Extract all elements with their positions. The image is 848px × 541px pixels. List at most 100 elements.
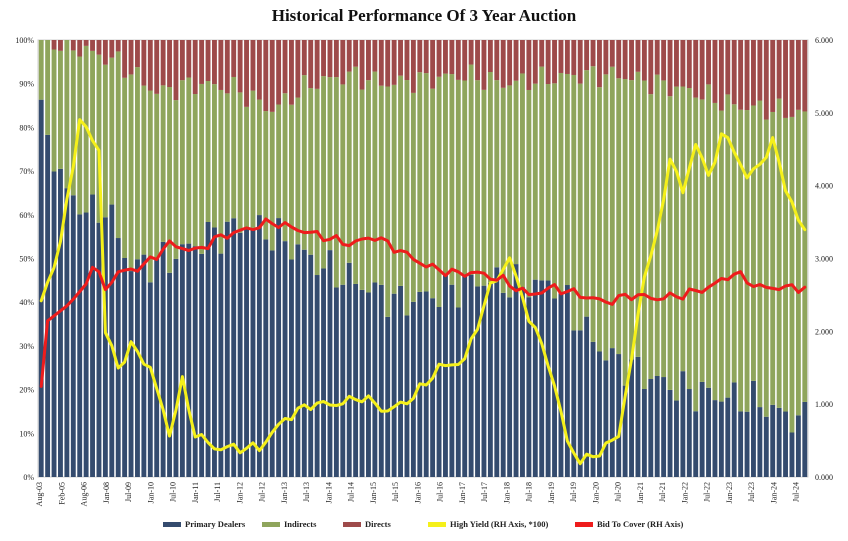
bar-directs bbox=[391, 40, 397, 85]
bar-directs bbox=[597, 40, 602, 88]
bar-primary-dealers bbox=[237, 232, 243, 477]
bar-indirects bbox=[770, 111, 776, 405]
bid-to-cover-line bbox=[39, 217, 807, 388]
bar-directs bbox=[366, 40, 371, 81]
bar-indirects bbox=[359, 89, 365, 290]
bar-indirects bbox=[641, 80, 647, 389]
bar-directs bbox=[468, 40, 474, 65]
bar-primary-dealers bbox=[680, 371, 686, 477]
bar-directs bbox=[757, 40, 763, 101]
plot-area-frame bbox=[37, 39, 809, 478]
bar-primary-dealers bbox=[391, 293, 397, 477]
bar-directs bbox=[577, 40, 583, 84]
bar-primary-dealers bbox=[244, 227, 249, 477]
bar-indirects bbox=[96, 54, 102, 223]
bar-primary-dealers bbox=[51, 171, 57, 478]
bar-indirects bbox=[77, 56, 83, 215]
bar-directs bbox=[751, 40, 756, 106]
bar-primary-dealers bbox=[616, 354, 622, 477]
bar-directs bbox=[487, 40, 493, 73]
bar-directs bbox=[378, 40, 384, 86]
bar-primary-dealers bbox=[353, 283, 359, 477]
bar-indirects bbox=[789, 116, 795, 433]
legend-swatch bbox=[575, 522, 593, 527]
bar-directs bbox=[507, 40, 513, 86]
left-tick-label: 100% bbox=[15, 36, 34, 45]
bar-primary-dealers bbox=[654, 375, 660, 477]
bar-indirects bbox=[372, 71, 378, 283]
bar-directs bbox=[532, 40, 538, 84]
bar-indirects bbox=[622, 79, 628, 386]
x-tick-label: Feb-05 bbox=[57, 482, 66, 505]
bar-indirects bbox=[751, 105, 756, 381]
bar-primary-dealers bbox=[802, 401, 808, 477]
bar-directs bbox=[218, 40, 224, 90]
bar-directs bbox=[269, 40, 275, 112]
bar-primary-dealers bbox=[282, 241, 288, 477]
bar-primary-dealers bbox=[404, 315, 410, 477]
bar-directs bbox=[622, 40, 628, 80]
bar-primary-dealers bbox=[564, 285, 570, 477]
bar-primary-dealers bbox=[500, 292, 506, 477]
bar-indirects bbox=[539, 66, 545, 281]
bar-directs bbox=[725, 40, 731, 95]
right-tick-label: 3.000 bbox=[815, 255, 833, 264]
bar-indirects bbox=[558, 72, 564, 294]
bar-primary-dealers bbox=[96, 222, 102, 477]
legend-label: Primary Dealers bbox=[185, 519, 246, 529]
bar-indirects bbox=[122, 77, 128, 259]
bar-directs bbox=[712, 40, 718, 103]
bar-directs bbox=[654, 40, 660, 75]
bar-primary-dealers bbox=[359, 289, 365, 477]
bar-primary-dealers bbox=[686, 389, 692, 477]
left-axis: 0% 10% 20% 30% 40% 50% 60% 70% 80% 90% 100% bbox=[15, 36, 34, 482]
bar-primary-dealers bbox=[366, 292, 371, 477]
bar-primary-dealers bbox=[398, 285, 403, 477]
bar-directs bbox=[667, 40, 673, 97]
bar-indirects bbox=[378, 85, 384, 285]
bar-indirects bbox=[70, 50, 76, 196]
bar-directs bbox=[333, 40, 339, 78]
bar-indirects bbox=[128, 74, 134, 272]
bar-primary-dealers bbox=[276, 218, 282, 477]
bar-primary-dealers bbox=[58, 168, 63, 478]
bar-directs bbox=[410, 40, 416, 93]
x-tick-label: Jul-16 bbox=[436, 482, 445, 502]
bar-primary-dealers bbox=[693, 411, 699, 477]
bar-directs bbox=[385, 40, 391, 87]
bar-indirects bbox=[487, 72, 493, 283]
bar-indirects bbox=[263, 111, 269, 240]
left-tick-label: 0% bbox=[23, 473, 34, 482]
bar-primary-dealers bbox=[770, 404, 776, 477]
bar-indirects bbox=[135, 67, 140, 260]
bar-primary-dealers bbox=[186, 243, 192, 477]
x-tick-label: Jan-11 bbox=[191, 482, 200, 503]
x-tick-label: Jan-21 bbox=[636, 482, 645, 503]
bar-primary-dealers bbox=[269, 250, 275, 477]
bar-indirects bbox=[513, 80, 519, 265]
bar-indirects bbox=[192, 94, 198, 247]
bar-directs bbox=[96, 40, 102, 55]
bar-indirects bbox=[276, 104, 282, 219]
legend-label: Directs bbox=[365, 519, 391, 529]
bar-directs bbox=[718, 40, 724, 111]
bar-primary-dealers bbox=[436, 307, 442, 477]
bar-indirects bbox=[494, 80, 500, 268]
bar-primary-dealers bbox=[122, 258, 128, 477]
bar-indirects bbox=[584, 70, 590, 317]
right-tick-label: 4.000 bbox=[815, 182, 833, 191]
right-tick-label: 5.000 bbox=[815, 109, 833, 118]
bar-directs bbox=[443, 40, 448, 74]
bar-primary-dealers bbox=[64, 188, 70, 478]
bar-indirects bbox=[693, 97, 699, 412]
bar-directs bbox=[109, 40, 115, 58]
bar-indirects bbox=[763, 119, 769, 417]
bar-primary-dealers bbox=[449, 284, 455, 477]
bar-directs bbox=[224, 40, 230, 94]
bar-directs bbox=[237, 40, 243, 93]
bar-indirects bbox=[507, 85, 513, 298]
bar-primary-dealers bbox=[603, 360, 609, 477]
bar-indirects bbox=[423, 73, 429, 292]
bar-directs bbox=[135, 40, 140, 68]
